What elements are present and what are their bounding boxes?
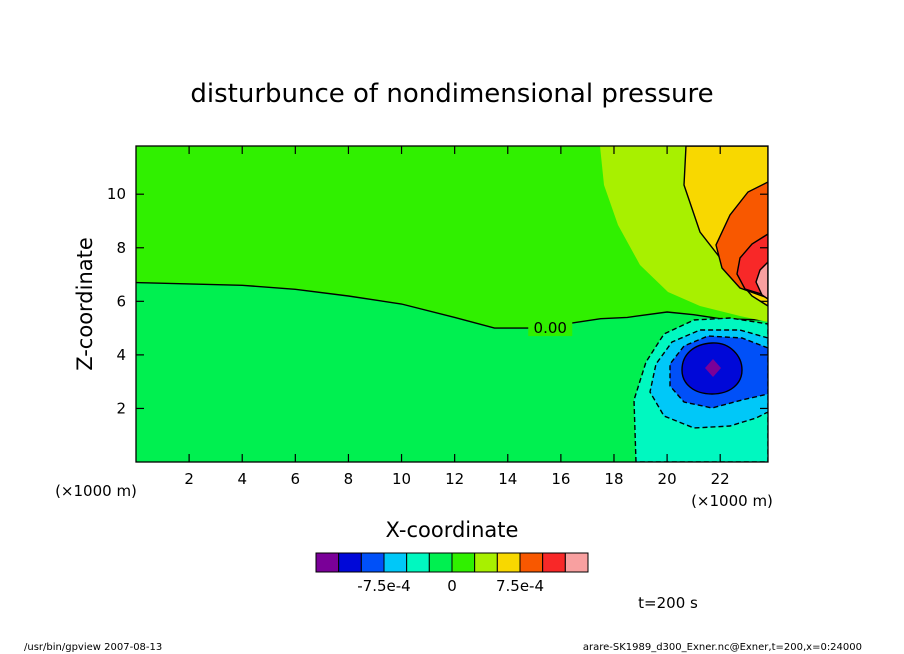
y-axis-title: Z-coordinate [73, 237, 97, 371]
colorbar-swatch [496, 552, 521, 573]
footer-right: arare-SK1989_d300_Exner.nc@Exner,t=200,x… [583, 642, 862, 653]
y-tick-label: 4 [116, 346, 126, 364]
x-tick-label: 12 [445, 470, 464, 488]
colorbar-swatch [564, 552, 589, 573]
x-tick-label: 4 [237, 470, 247, 488]
plot-frame [135, 145, 769, 463]
y-axis: 2 4 6 8 10 [107, 185, 768, 417]
contour-field [136, 146, 768, 462]
colorbar-swatch [383, 552, 408, 573]
zero-contour-label-background [528, 320, 573, 337]
x-tick-label: 20 [658, 470, 677, 488]
time-label: t=200 s [638, 594, 698, 612]
x-tick-label: 10 [392, 470, 411, 488]
contour-fill-minimum [705, 359, 721, 377]
y-tick-label: 2 [116, 399, 126, 417]
colorbar-tick-label: -7.5e-4 [357, 577, 410, 595]
colorbar-tick-label: 7.5e-4 [496, 577, 544, 595]
x-axis: 2 4 6 8 10 12 14 16 18 20 22 [184, 146, 730, 488]
y-tick-label: 10 [107, 185, 126, 203]
footer-left: /usr/bin/gpview 2007-08-13 [24, 642, 162, 653]
colorbar-swatch [360, 552, 385, 573]
chart-title: disturbunce of nondimensional pressure [190, 79, 713, 109]
x-axis-unit: (×1000 m) [691, 492, 773, 510]
x-tick-label: 14 [498, 470, 517, 488]
x-tick-label: 8 [344, 470, 354, 488]
y-tick-label: 6 [116, 292, 126, 310]
x-tick-label: 16 [551, 470, 570, 488]
x-tick-label: 18 [604, 470, 623, 488]
x-tick-label: 2 [184, 470, 194, 488]
x-tick-label: 6 [291, 470, 301, 488]
colorbar-swatch [338, 552, 362, 573]
zero-contour-line [136, 281, 768, 329]
x-tick-label: 22 [711, 470, 730, 488]
colorbar-swatch [406, 552, 430, 573]
contour-fill-pos-5 [755, 261, 768, 300]
y-tick-label: 8 [116, 239, 126, 257]
colorbar-swatch [428, 552, 453, 573]
x-axis-title: X-coordinate [386, 518, 519, 542]
colorbar-swatch [451, 552, 476, 573]
colorbar-swatch [315, 552, 340, 573]
zero-contour-label-group: 0.00 [528, 319, 573, 337]
contour-fill-negative-region [136, 282, 768, 462]
zero-contour-label: 0.00 [534, 319, 567, 337]
colorbar-tick-label: 0 [447, 577, 457, 595]
colorbar: -7.5e-4 0 7.5e-4 [315, 552, 589, 595]
colorbar-swatch [542, 552, 566, 573]
colorbar-swatch [519, 552, 544, 573]
y-axis-unit: (×1000 m) [55, 482, 137, 500]
colorbar-swatch [474, 552, 498, 573]
